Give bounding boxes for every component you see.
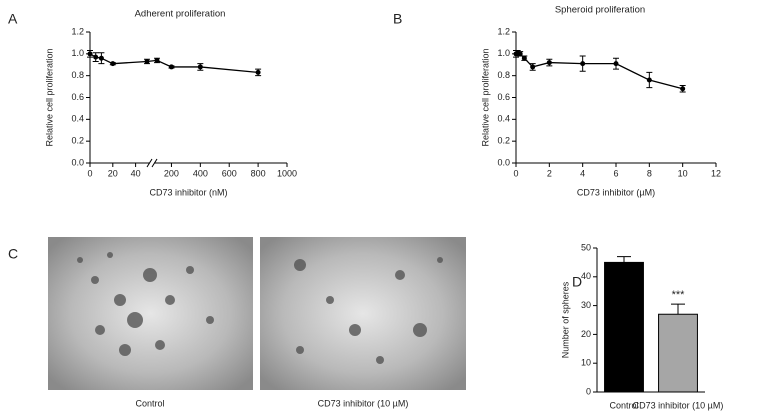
x-tick-label: 800 — [251, 168, 266, 178]
micrograph — [260, 237, 466, 390]
y-tick-label: 0.8 — [71, 70, 84, 80]
x-axis-label: CD73 inhibitor (µM) — [577, 187, 655, 197]
y-tick-label: 50 — [581, 242, 591, 252]
x-tick-label: 12 — [711, 168, 721, 178]
data-point — [517, 51, 523, 57]
data-point — [255, 69, 261, 75]
y-tick-label: 0.8 — [497, 70, 510, 80]
data-point — [93, 54, 99, 60]
y-axis-label: Relative cell proliferation — [44, 48, 54, 146]
y-tick-label: 1.2 — [71, 26, 84, 36]
y-tick-label: 10 — [581, 358, 591, 368]
y-tick-label: 0.4 — [71, 114, 84, 124]
x-tick-label: 200 — [164, 168, 179, 178]
x-tick-label: 0 — [513, 168, 518, 178]
data-point — [144, 58, 150, 64]
y-tick-label: 40 — [581, 271, 591, 281]
data-point — [87, 51, 93, 57]
y-tick-label: 0.0 — [497, 157, 510, 167]
x-tick-label: 0 — [87, 168, 92, 178]
x-tick-label: 600 — [222, 168, 237, 178]
annotation: *** — [672, 289, 686, 301]
y-tick-label: 0.6 — [497, 92, 510, 102]
y-tick-label: 1.0 — [71, 48, 84, 58]
panel-label: D — [572, 274, 582, 290]
x-tick-label: 20 — [108, 168, 118, 178]
data-point — [154, 57, 160, 63]
x-tick-label: 10 — [678, 168, 688, 178]
data-point — [580, 61, 586, 67]
x-tick-label: 2 — [547, 168, 552, 178]
error-bar — [617, 256, 631, 263]
x-tick-label: 1000 — [277, 168, 297, 178]
y-tick-label: 0.0 — [71, 157, 84, 167]
y-axis-label: Number of spheres — [560, 281, 570, 358]
panel-label: B — [393, 11, 402, 27]
data-point — [521, 55, 527, 61]
x-tick-label: 40 — [131, 168, 141, 178]
y-axis-label: Relative cell proliferation — [480, 48, 490, 146]
axis-break — [146, 158, 153, 168]
bar — [658, 313, 698, 393]
y-tick-label: 0.4 — [497, 114, 510, 124]
y-tick-label: 1.2 — [497, 26, 510, 36]
x-tick-label: 6 — [613, 168, 618, 178]
y-tick-label: 0 — [586, 386, 591, 396]
x-tick-label: Control — [609, 400, 638, 410]
y-tick-label: 0.2 — [497, 136, 510, 146]
axis-break — [151, 158, 158, 168]
data-point — [546, 60, 552, 66]
x-axis-label: CD73 inhibitor (nM) — [149, 187, 227, 197]
x-tick-label: 4 — [580, 168, 585, 178]
image-caption: Control — [135, 398, 164, 408]
chart-title: Adherent proliferation — [135, 9, 226, 20]
data-point — [530, 64, 536, 70]
x-tick-label: 400 — [193, 168, 208, 178]
y-tick-label: 0.2 — [71, 136, 84, 146]
x-tick-label: 8 — [647, 168, 652, 178]
y-tick-label: 30 — [581, 300, 591, 310]
error-bar — [671, 303, 685, 315]
data-point — [646, 77, 652, 83]
panel-label: C — [8, 246, 18, 262]
data-point — [168, 64, 174, 70]
data-point — [98, 55, 104, 61]
data-point — [197, 64, 203, 70]
data-point — [680, 86, 686, 92]
data-line — [515, 52, 683, 90]
y-tick-label: 0.6 — [71, 92, 84, 102]
data-point — [110, 61, 116, 67]
data-point — [613, 61, 619, 67]
micrograph — [48, 237, 253, 390]
y-tick-label: 1.0 — [497, 48, 510, 58]
x-tick-label: CD73 inhibitor (10 µM) — [633, 400, 724, 410]
panel-label: A — [8, 11, 18, 27]
y-tick-label: 20 — [581, 329, 591, 339]
bar — [604, 261, 644, 393]
image-caption: CD73 inhibitor (10 µM) — [318, 398, 409, 408]
chart-title: Spheroid proliferation — [555, 5, 645, 16]
